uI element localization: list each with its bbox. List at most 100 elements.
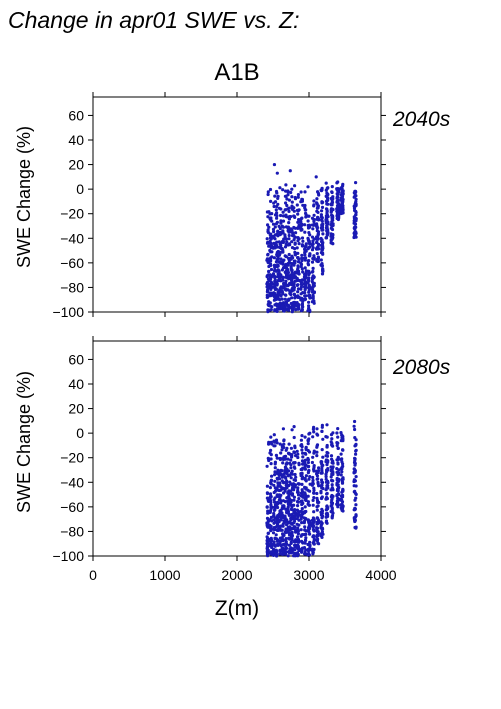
data-point <box>288 169 292 173</box>
data-point <box>275 283 279 287</box>
data-point <box>297 242 301 246</box>
data-point <box>269 440 273 444</box>
data-point <box>265 491 269 495</box>
data-point <box>316 433 320 437</box>
data-point <box>292 478 296 482</box>
data-point <box>341 197 345 202</box>
data-point <box>274 287 278 291</box>
data-point <box>321 514 325 518</box>
y-ticks: 60 40 20 0 −20 −40 −60 −80 −100 <box>52 107 386 320</box>
data-point <box>324 472 328 476</box>
data-point <box>268 291 272 295</box>
data-point <box>296 526 300 530</box>
data-point <box>352 478 356 482</box>
data-point <box>283 287 287 291</box>
data-point <box>300 475 305 479</box>
data-point <box>266 190 270 194</box>
data-point <box>316 534 320 538</box>
data-point <box>285 446 289 450</box>
data-point <box>312 539 316 543</box>
data-point <box>300 308 304 312</box>
data-point <box>296 482 300 486</box>
data-point <box>341 489 345 493</box>
data-point <box>279 499 283 503</box>
data-point <box>319 491 323 495</box>
data-point <box>335 488 339 493</box>
data-point <box>321 437 325 441</box>
data-point <box>286 530 290 534</box>
y-ticks: 60 40 20 0 −20 −40 −60 −80 −100 <box>52 351 386 564</box>
data-point <box>354 503 358 507</box>
data-point <box>300 488 304 492</box>
data-point <box>273 462 277 466</box>
data-point <box>337 189 341 193</box>
data-point <box>279 493 283 497</box>
data-point <box>320 209 324 213</box>
data-point <box>315 247 319 251</box>
data-point <box>354 513 358 517</box>
data-point <box>352 484 356 488</box>
data-point <box>329 504 333 508</box>
data-point <box>281 532 285 536</box>
data-point <box>308 519 312 523</box>
data-point <box>303 230 307 234</box>
data-point <box>269 542 273 546</box>
data-point <box>339 467 343 471</box>
data-point <box>278 250 282 254</box>
data-point <box>303 528 307 532</box>
data-point <box>296 452 300 456</box>
data-point <box>314 175 318 179</box>
data-point <box>308 489 312 493</box>
data-point <box>315 508 319 512</box>
data-point <box>307 304 311 308</box>
data-point <box>330 486 334 490</box>
data-point <box>286 304 290 308</box>
data-point <box>353 208 357 213</box>
data-point <box>278 481 282 485</box>
data-point <box>335 181 339 185</box>
data-point <box>268 486 272 490</box>
data-point <box>330 483 334 487</box>
data-point <box>292 435 296 440</box>
data-point <box>303 451 307 455</box>
data-point <box>325 219 329 223</box>
data-point <box>312 496 316 500</box>
data-point <box>303 208 307 212</box>
data-point <box>307 300 311 304</box>
data-point <box>307 503 311 507</box>
data-point <box>335 467 339 471</box>
data-point <box>311 239 315 243</box>
data-point <box>306 494 310 498</box>
data-point <box>275 216 279 220</box>
data-point <box>272 230 276 234</box>
data-point <box>271 227 276 231</box>
data-point <box>284 279 288 283</box>
data-point <box>268 275 272 279</box>
data-point <box>265 210 269 214</box>
data-point <box>295 540 299 544</box>
data-point <box>352 467 357 472</box>
data-point <box>289 489 293 493</box>
data-point <box>312 542 316 546</box>
data-point <box>267 442 271 446</box>
data-point <box>315 527 319 531</box>
data-point <box>271 246 275 250</box>
data-point <box>299 285 303 289</box>
data-point <box>284 545 288 549</box>
data-point <box>286 271 290 275</box>
data-point <box>336 435 340 439</box>
data-point <box>319 510 323 514</box>
data-point <box>321 251 325 255</box>
data-point <box>271 531 276 535</box>
data-point <box>312 256 316 260</box>
data-point <box>269 540 273 544</box>
data-point <box>304 498 308 502</box>
data-point <box>292 214 296 218</box>
data-point <box>281 292 285 296</box>
data-point <box>275 456 279 460</box>
data-point <box>304 474 308 478</box>
data-point <box>268 239 272 243</box>
data-point <box>299 262 304 266</box>
data-point <box>319 471 323 475</box>
